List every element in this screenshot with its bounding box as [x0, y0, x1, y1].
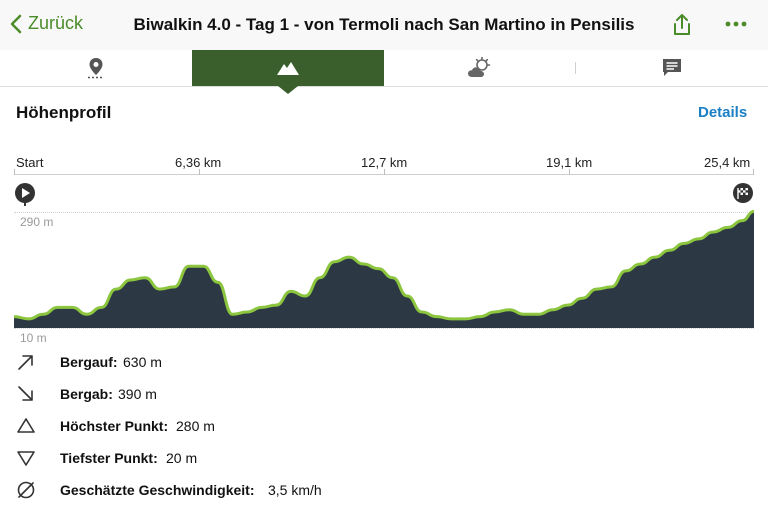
share-button[interactable]: [671, 13, 693, 42]
axis-tick: [14, 169, 15, 175]
speed-icon: [17, 481, 35, 499]
tab-weather[interactable]: [384, 50, 576, 86]
page-title: Biwalkin 4.0 - Tag 1 - von Termoli nach …: [133, 15, 635, 34]
section-title: Höhenprofil: [16, 103, 112, 122]
play-icon: [15, 183, 35, 206]
axis-tick: [753, 169, 754, 175]
more-icon: [725, 21, 747, 27]
min-elevation-gridline: [14, 328, 754, 329]
triangle-down-icon: [17, 451, 35, 466]
weather-icon: [468, 57, 491, 77]
details-link[interactable]: Details: [698, 104, 748, 121]
triangle-up-icon: [17, 418, 35, 433]
stat-label: Bergauf:: [60, 354, 118, 370]
tab-bar: [0, 50, 768, 87]
back-button[interactable]: Zurück: [10, 13, 83, 34]
chevron-left-icon: [10, 14, 22, 33]
tab-location[interactable]: [0, 50, 192, 86]
distance-tick-label: 6,36 km: [175, 155, 222, 170]
stat-value: 280 m: [176, 418, 215, 434]
stat-label: Bergab:: [60, 386, 113, 402]
active-tab-indicator: [278, 86, 298, 94]
stat-value: 630 m: [123, 354, 162, 370]
stat-value: 390 m: [118, 386, 157, 402]
arrow-up-right-icon: [18, 355, 33, 370]
axis-tick: [199, 169, 200, 175]
axis-tick: [569, 169, 570, 175]
min-elevation-label: 10 m: [20, 331, 47, 345]
navigation-bar: Zurück Biwalkin 4.0 - Tag 1 - von Termol…: [0, 0, 768, 51]
distance-tick-label: Start: [16, 155, 44, 170]
stat-ascent: Bergauf: 630 m: [0, 344, 768, 376]
stat-lowest-point: Tiefster Punkt: 20 m: [0, 440, 768, 472]
tab-divider: [575, 62, 576, 74]
back-label: Zurück: [28, 13, 84, 33]
stat-label: Tiefster Punkt:: [60, 450, 158, 466]
arrow-down-right-icon: [18, 386, 33, 401]
stat-speed: Geschätzte Geschwindigkeit: 3,5 km/h: [0, 472, 768, 504]
tab-comments[interactable]: [576, 50, 768, 86]
location-pin-icon: [88, 58, 104, 79]
distance-tick-label: 25,4 km: [704, 155, 751, 170]
stat-label: Geschätzte Geschwindigkeit:: [60, 482, 255, 498]
mountain-icon: [277, 62, 299, 75]
elevation-line: [14, 209, 754, 321]
elevation-chart: [14, 209, 754, 328]
elevation-area: [14, 211, 754, 328]
start-marker: [14, 182, 36, 211]
stat-highest-point: Höchster Punkt: 280 m: [0, 408, 768, 440]
axis-tick: [384, 169, 385, 175]
tab-elevation[interactable]: [192, 50, 384, 86]
finish-flag-icon: [733, 183, 753, 203]
finish-marker: [732, 182, 754, 211]
comment-icon: [663, 59, 681, 76]
stat-descent: Bergab: 390 m: [0, 376, 768, 408]
max-elevation-gridline: [14, 212, 754, 213]
distance-tick-label: 19,1 km: [546, 155, 593, 170]
more-button[interactable]: [724, 14, 748, 39]
share-icon: [674, 14, 690, 35]
max-elevation-label: 290 m: [20, 215, 54, 229]
distance-tick-label: 12,7 km: [361, 155, 408, 170]
stat-value: 3,5 km/h: [268, 482, 322, 498]
stat-value: 20 m: [166, 450, 198, 466]
stat-label: Höchster Punkt:: [60, 418, 169, 434]
